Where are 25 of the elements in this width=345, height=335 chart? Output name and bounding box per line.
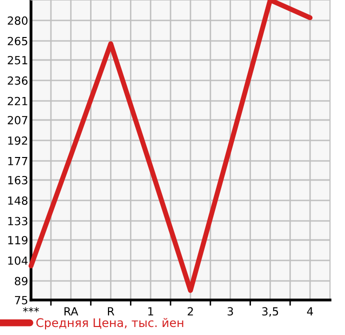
y-tick-label: 280 xyxy=(8,16,28,25)
y-tick-label: 89 xyxy=(14,276,28,286)
y-tick-label: 207 xyxy=(8,116,28,124)
y-tick-label: 192 xyxy=(8,136,28,145)
legend-label: Средняя Цена, тыс. йен xyxy=(36,318,184,330)
y-tick-label: 177 xyxy=(8,157,28,166)
x-tick-label: 1 xyxy=(148,307,154,316)
y-tick-label: 251 xyxy=(8,56,28,64)
y-tick-label: 265 xyxy=(8,36,28,46)
y-tick-label: 148 xyxy=(8,196,28,205)
y-tick-label: 104 xyxy=(8,256,28,265)
y-tick-label: 119 xyxy=(8,236,28,244)
y-tick-label: 133 xyxy=(8,216,28,226)
y-tick-label: 163 xyxy=(8,176,28,184)
x-tick-label: 3,5 xyxy=(262,307,278,317)
x-tick-label: 3 xyxy=(228,307,233,316)
line-series xyxy=(28,0,312,293)
x-tick-label: *** xyxy=(23,307,39,312)
x-tick-label: R xyxy=(108,307,114,316)
y-tick-label: 221 xyxy=(8,96,28,106)
x-tick-label: RA xyxy=(64,307,78,316)
y-tick-label: 75 xyxy=(14,296,28,304)
x-tick-label: 4 xyxy=(307,307,313,316)
y-tick-label: 236 xyxy=(8,76,28,85)
x-tick-label: 2 xyxy=(188,307,193,316)
